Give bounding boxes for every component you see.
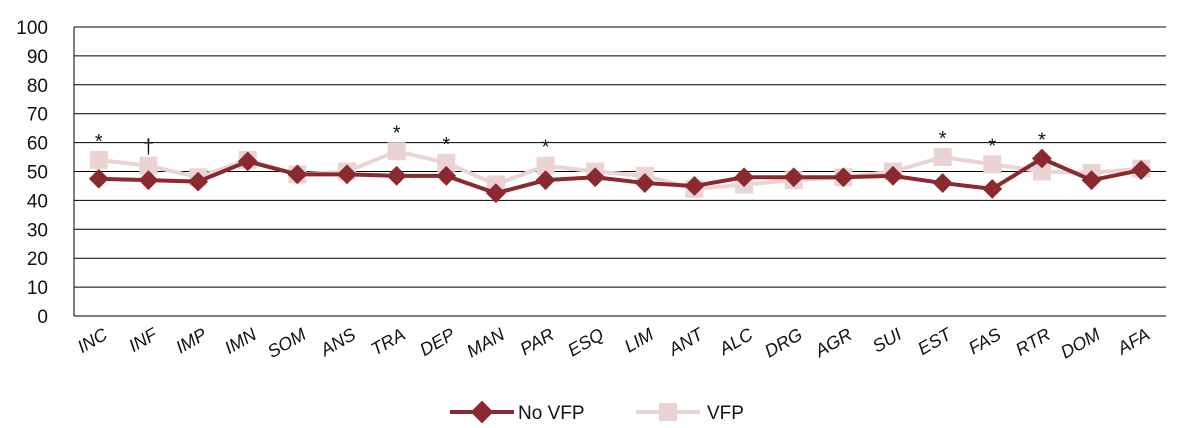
point-no-vfp-rtr (1032, 148, 1052, 169)
annotation-rtr: * (1038, 129, 1046, 151)
y-tick-label-80: 80 (27, 76, 48, 97)
y-tick-label-0: 0 (37, 307, 48, 328)
x-tick-label-sui: SUI (869, 324, 905, 356)
x-tick-label-ans: ANS (316, 324, 359, 360)
x-tick-label-man: MAN (463, 324, 509, 362)
x-tick-label-inf: INF (125, 324, 161, 356)
y-tick-label-60: 60 (27, 134, 48, 155)
x-axis-ticks: INC INF IMP IMN SOM ANS TRA DEP MAN PAR ESQ LIM ANT A… (74, 323, 1153, 362)
point-no-vfp-inf (138, 170, 159, 191)
point-vfp-inf (139, 156, 158, 175)
x-tick-label-afa: AFA (1113, 324, 1153, 359)
y-tick-label-100: 100 (16, 18, 48, 39)
point-no-vfp-man (486, 183, 506, 204)
point-vfp-tra (387, 142, 406, 161)
point-vfp-fas (983, 155, 1002, 174)
point-no-vfp-ans (337, 164, 357, 185)
x-tick-label-tra: TRA (367, 324, 408, 359)
legend-item-vfp: VFP (636, 403, 744, 424)
legend-label-no-vfp: No VFP (518, 403, 585, 424)
point-no-vfp-imn (237, 151, 258, 172)
y-axis-ticks: 0 10 20 30 40 50 60 70 80 90 100 (16, 18, 48, 328)
x-tick-label-fas: FAS (965, 324, 1004, 358)
y-tick-label-20: 20 (27, 249, 48, 270)
x-tick-label-drg: DRG (761, 324, 806, 361)
legend-label-vfp: VFP (707, 403, 744, 424)
x-tick-label-dep: DEP (416, 324, 458, 360)
legend-marker-vfp (659, 403, 677, 421)
annotation-par: * (542, 137, 550, 159)
x-tick-label-imn: IMN (221, 324, 260, 358)
annotation-tra: * (393, 122, 401, 144)
x-tick-label-inc: INC (74, 324, 112, 357)
x-tick-label-dom: DOM (1057, 324, 1103, 362)
x-tick-label-agr: AGR (811, 324, 856, 361)
point-no-vfp-dep (436, 165, 457, 186)
point-no-vfp-est (932, 173, 953, 193)
grid-lines (73, 26, 1166, 317)
y-tick-label-30: 30 (27, 220, 48, 241)
y-tick-label-90: 90 (27, 47, 48, 68)
point-no-vfp-tra (386, 165, 407, 186)
point-no-vfp-som (287, 164, 308, 185)
x-tick-label-ant: ANT (664, 323, 708, 360)
y-tick-label-70: 70 (27, 105, 48, 126)
x-tick-label-est: EST (914, 323, 956, 359)
point-no-vfp-afa (1131, 160, 1152, 180)
x-tick-label-alc: ALC (715, 324, 757, 360)
legend-marker-no-vfp (470, 400, 494, 424)
point-vfp-par (536, 156, 555, 175)
x-tick-label-lim: LIM (621, 324, 657, 356)
x-tick-label-par: PAR (517, 324, 558, 359)
x-tick-label-som: SOM (264, 324, 310, 362)
point-vfp-est (933, 148, 952, 167)
point-vfp-dep (437, 153, 456, 172)
annotation-dep: * (442, 134, 450, 156)
point-no-vfp-fas (982, 178, 1003, 199)
point-no-vfp-imp (188, 171, 208, 192)
annotation-inf: † (143, 137, 154, 159)
annotations: * † * * * * * * (95, 122, 1046, 158)
legend: No VFP VFP (450, 400, 744, 424)
point-vfp-inc (89, 150, 108, 169)
x-tick-label-rtr: RTR (1012, 324, 1054, 360)
y-tick-label-10: 10 (27, 278, 48, 299)
y-tick-label-50: 50 (27, 163, 48, 184)
point-no-vfp-dom (1081, 170, 1102, 191)
legend-item-no-vfp: No VFP (450, 400, 585, 424)
x-tick-label-imp: IMP (172, 324, 210, 357)
point-vfp-rtr (1032, 162, 1051, 181)
annotation-inc: * (95, 131, 103, 153)
point-no-vfp-inc (88, 168, 109, 189)
series-group (88, 142, 1152, 204)
x-tick-label-esq: ESQ (564, 324, 607, 360)
y-tick-label-40: 40 (27, 191, 48, 212)
annotation-est: * (939, 128, 947, 150)
series-line-no-vfp (98, 156, 1142, 196)
annotation-fas: * (988, 135, 996, 157)
